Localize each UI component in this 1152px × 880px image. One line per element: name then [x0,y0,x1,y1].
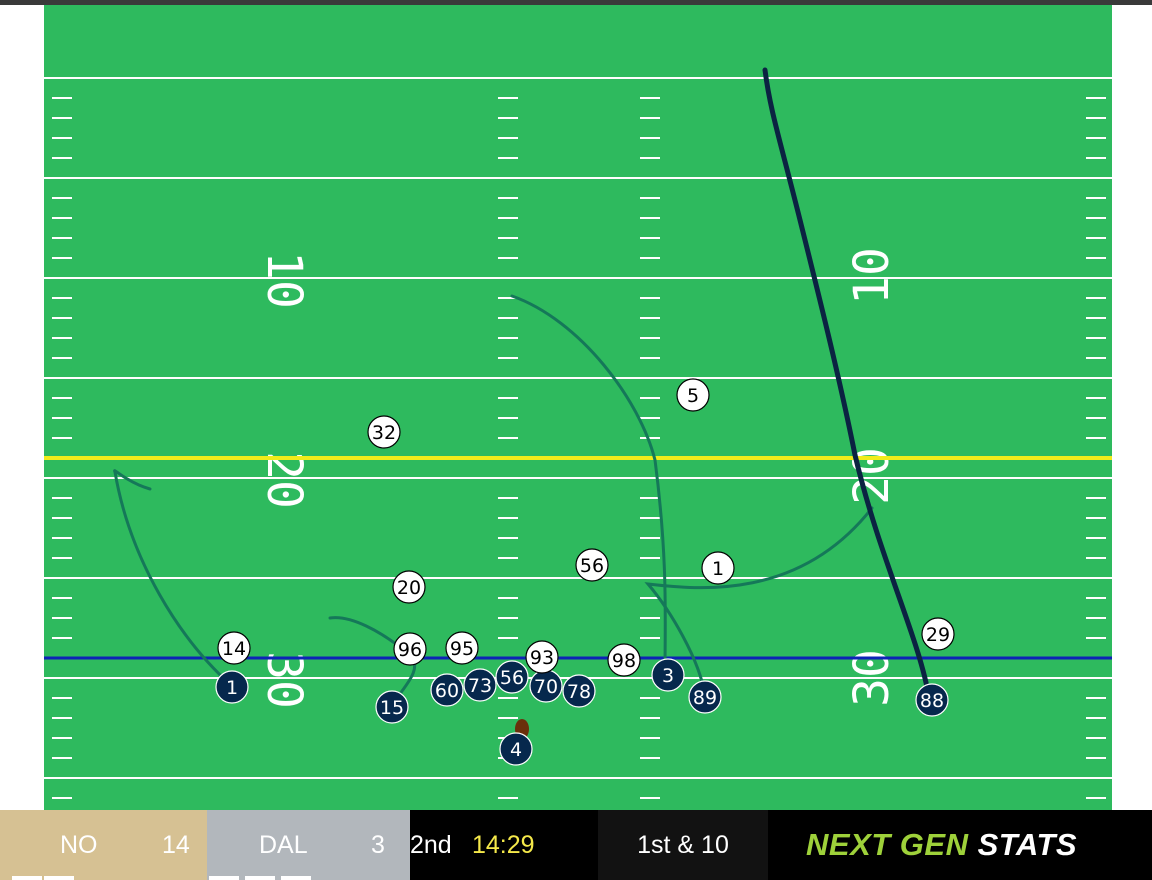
offense-player-15[interactable]: 15 [375,690,409,724]
yard-number-right-20: 20 [844,447,900,505]
offense-player-number: 89 [693,687,717,709]
offense-player-4[interactable]: 4 [499,732,533,766]
offense-player-number: 56 [500,667,524,689]
defense-player-5[interactable]: 5 [676,378,710,412]
away-team-score: 3 [371,831,385,859]
home-team-box: NO 14 [0,810,207,880]
down-distance-box: 1st & 10 [598,810,768,880]
defense-player-number: 56 [580,555,604,577]
home-team-score: 14 [162,831,190,859]
offense-player-number: 4 [510,739,522,761]
defense-player-14[interactable]: 14 [217,631,251,665]
down-and-distance: 1st & 10 [637,831,729,859]
defense-player-32[interactable]: 32 [367,415,401,449]
game-quarter: 2nd [410,831,452,859]
offense-player-56[interactable]: 56 [495,660,529,694]
route-wr-1 [113,469,234,688]
yard-number-left-10: 10 [256,251,312,309]
route-te-88-highlight [762,67,932,701]
offense-player-number: 15 [380,697,404,719]
away-timeout-indicator [245,876,275,880]
offense-player-number: 78 [567,681,591,703]
offense-player-1[interactable]: 1 [215,670,249,704]
away-team-box: DAL 3 [207,810,410,880]
defense-player-number: 32 [372,422,396,444]
offense-player-3[interactable]: 3 [651,658,685,692]
defense-players: 32 5 56 1 20 14 96 95 93 98 29 [217,378,955,677]
home-team-abbr: NO [60,831,98,859]
top-border [0,0,1152,5]
defense-player-96[interactable]: 96 [393,632,427,666]
defense-player-number: 93 [530,647,554,669]
yard-number-left-30: 30 [256,651,312,709]
defense-player-56[interactable]: 56 [575,548,609,582]
defense-player-number: 95 [450,638,474,660]
offense-player-number: 3 [662,665,674,687]
route-qb-run [510,294,667,674]
offense-player-number: 73 [468,675,492,697]
route-rb-3 [644,506,874,698]
offense-player-73[interactable]: 73 [463,668,497,702]
defense-player-98[interactable]: 98 [607,643,641,677]
offense-player-89[interactable]: 89 [688,680,722,714]
offense-player-70[interactable]: 70 [529,669,563,703]
away-timeout-indicator [209,876,239,880]
yard-number-right-10: 10 [844,247,900,305]
defense-player-number: 5 [687,385,699,407]
defense-player-29[interactable]: 29 [921,617,955,651]
defense-player-95[interactable]: 95 [445,631,479,665]
football-field: 10 20 30 10 20 30 1 15 60 73 56 70 78 3 … [0,0,1152,810]
away-team-abbr: DAL [259,831,308,859]
yard-number-left-20: 20 [256,451,312,509]
game-clock: 14:29 [472,831,535,859]
defense-player-number: 20 [397,577,421,599]
offense-player-78[interactable]: 78 [562,674,596,708]
defense-player-1[interactable]: 1 [701,551,735,585]
defense-player-number: 96 [398,639,422,661]
offense-player-number: 1 [226,677,238,699]
defense-player-number: 29 [926,624,950,646]
defense-player-93[interactable]: 93 [525,640,559,674]
defense-player-20[interactable]: 20 [392,570,426,604]
defense-player-number: 1 [712,558,724,580]
offense-player-number: 60 [435,680,459,702]
defense-player-number: 14 [222,638,246,660]
defense-player-number: 98 [612,650,636,672]
offense-players: 1 15 60 73 56 70 78 3 89 88 4 [215,658,949,766]
offense-player-number: 88 [920,690,944,712]
brand-logo-part2: STATS [977,827,1078,862]
away-timeout-indicator [281,876,311,880]
offense-player-60[interactable]: 60 [430,673,464,707]
scoreboard-bar: NO 14 DAL 3 2nd 14:29 1st & 10 NEXT GEN … [0,810,1152,880]
offense-player-number: 70 [534,676,558,698]
home-timeout-indicator [12,876,42,880]
home-timeout-indicator [44,876,74,880]
offense-player-88[interactable]: 88 [915,683,949,717]
yard-lines [44,77,1112,779]
next-gen-stats-logo: NEXT GEN STATS [806,810,1077,880]
brand-logo-part1: NEXT GEN [806,827,969,862]
